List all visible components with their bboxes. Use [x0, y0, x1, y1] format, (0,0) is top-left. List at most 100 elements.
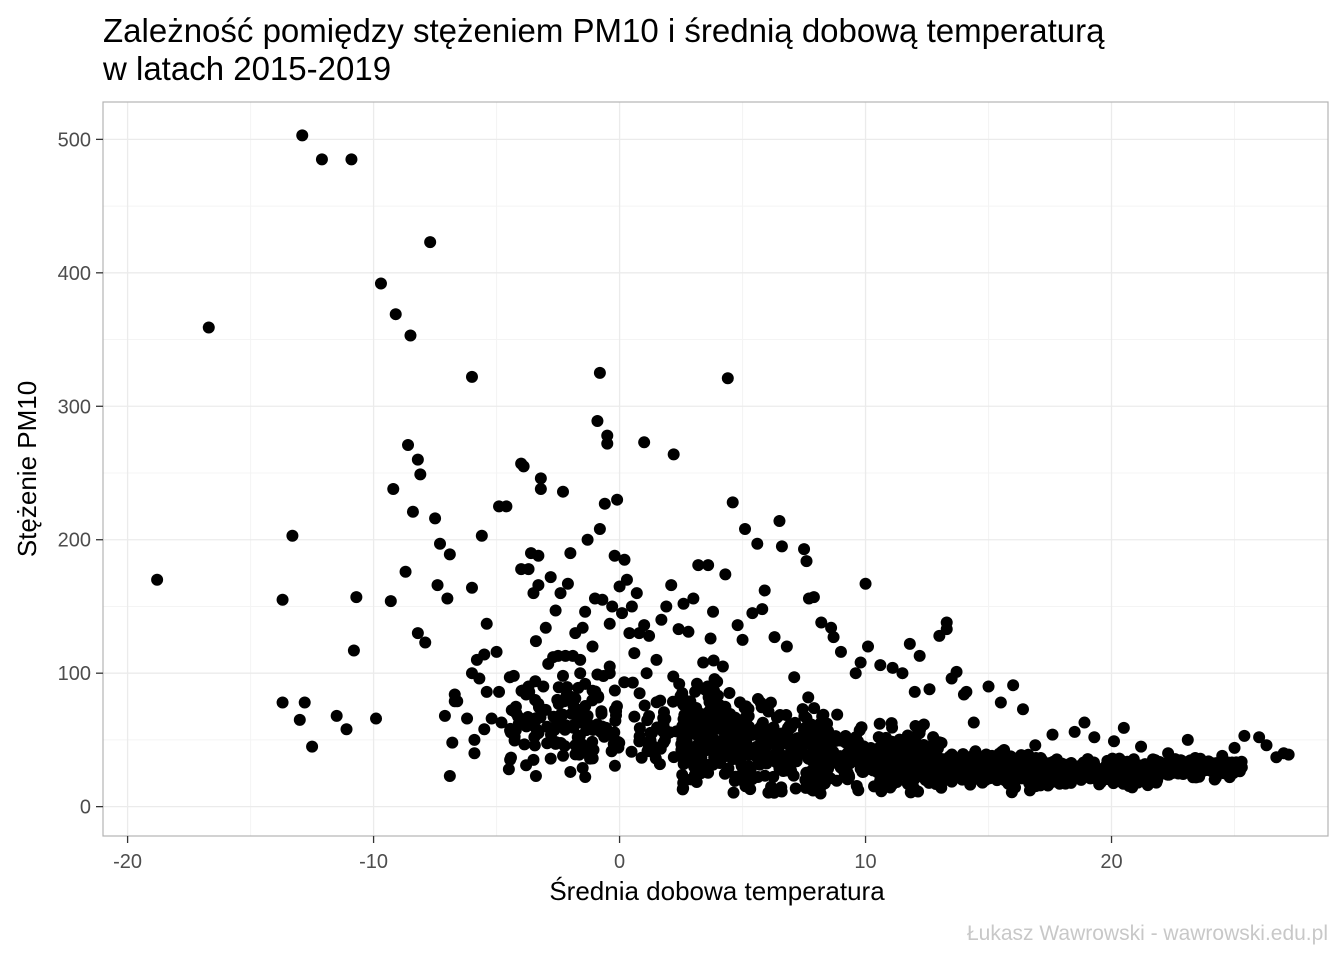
data-point: [574, 653, 587, 666]
data-point: [576, 761, 589, 774]
data-point: [994, 769, 1007, 782]
data-point: [844, 755, 857, 768]
data-point: [994, 696, 1007, 709]
data-point: [628, 710, 641, 723]
data-point: [704, 632, 717, 645]
data-point: [406, 505, 419, 518]
data-point: [465, 370, 478, 383]
data-point: [518, 738, 531, 751]
data-point: [849, 738, 862, 751]
data-point: [298, 696, 311, 709]
data-point: [419, 636, 432, 649]
data-point: [873, 717, 886, 730]
data-point: [591, 414, 604, 427]
data-point: [729, 711, 742, 724]
data-point: [1053, 763, 1065, 776]
data-point: [1228, 741, 1241, 754]
data-point: [790, 754, 803, 767]
data-point: [874, 659, 887, 672]
data-point: [680, 752, 693, 765]
data-point: [276, 593, 289, 606]
data-point: [402, 438, 415, 451]
data-point: [1086, 759, 1099, 772]
data-point: [434, 537, 446, 550]
data-point: [1043, 757, 1056, 770]
data-point: [345, 153, 358, 166]
data-point: [537, 680, 550, 693]
data-point: [347, 644, 360, 657]
data-point: [579, 771, 592, 783]
data-point: [667, 751, 680, 764]
data-point: [735, 760, 748, 773]
data-point: [1216, 749, 1229, 762]
data-point: [446, 736, 459, 749]
data-point: [557, 749, 570, 762]
data-point: [1282, 748, 1295, 761]
data-point: [1123, 779, 1136, 792]
data-point: [926, 766, 939, 779]
data-point: [650, 653, 663, 666]
data-point: [871, 766, 884, 779]
data-point: [1117, 721, 1130, 734]
data-point: [667, 448, 680, 461]
data-point: [827, 631, 840, 644]
data-point: [862, 640, 875, 653]
data-point: [902, 744, 915, 757]
data-point: [1219, 761, 1232, 774]
data-point: [1149, 754, 1162, 767]
data-point: [626, 676, 639, 689]
data-point: [1184, 754, 1197, 767]
data-point: [767, 770, 780, 783]
x-tick-label: 0: [614, 851, 625, 873]
data-point: [603, 617, 616, 630]
data-point: [623, 627, 636, 640]
data-point: [495, 716, 508, 729]
data-point: [985, 761, 998, 774]
data-point: [593, 523, 606, 536]
data-point: [1104, 765, 1117, 778]
data-point: [737, 718, 749, 731]
y-tick-label: 300: [58, 396, 91, 418]
data-point: [286, 529, 299, 542]
data-point: [773, 515, 786, 528]
data-point: [306, 740, 319, 753]
data-point: [1209, 768, 1222, 781]
data-point: [771, 748, 784, 761]
data-point: [512, 717, 525, 730]
data-point: [982, 680, 995, 693]
data-point: [572, 709, 585, 722]
data-point: [764, 725, 777, 738]
data-point: [596, 720, 609, 733]
data-point: [702, 559, 715, 572]
x-tick-label: 10: [854, 851, 876, 873]
data-point: [702, 691, 715, 704]
data-point: [797, 739, 810, 752]
data-point: [610, 705, 623, 718]
data-point: [638, 699, 651, 712]
data-point: [808, 777, 821, 790]
data-point: [389, 308, 402, 321]
data-point: [907, 773, 920, 786]
data-point: [1107, 735, 1120, 748]
data-point: [598, 497, 611, 510]
data-point: [967, 716, 980, 729]
data-point: [691, 721, 704, 733]
data-point: [1075, 761, 1088, 774]
data-point: [315, 153, 328, 166]
data-point: [802, 691, 815, 704]
data-point: [554, 587, 567, 600]
data-point: [350, 591, 363, 604]
data-point: [672, 623, 685, 636]
data-point: [741, 708, 754, 721]
data-point: [1260, 739, 1273, 752]
data-point: [579, 700, 592, 713]
data-point: [721, 372, 734, 385]
data-point: [716, 660, 729, 673]
data-point: [532, 549, 545, 562]
data-point: [586, 640, 599, 653]
data-point: [800, 555, 813, 568]
data-point: [151, 573, 164, 586]
data-point: [719, 568, 732, 581]
data-point: [532, 579, 545, 592]
